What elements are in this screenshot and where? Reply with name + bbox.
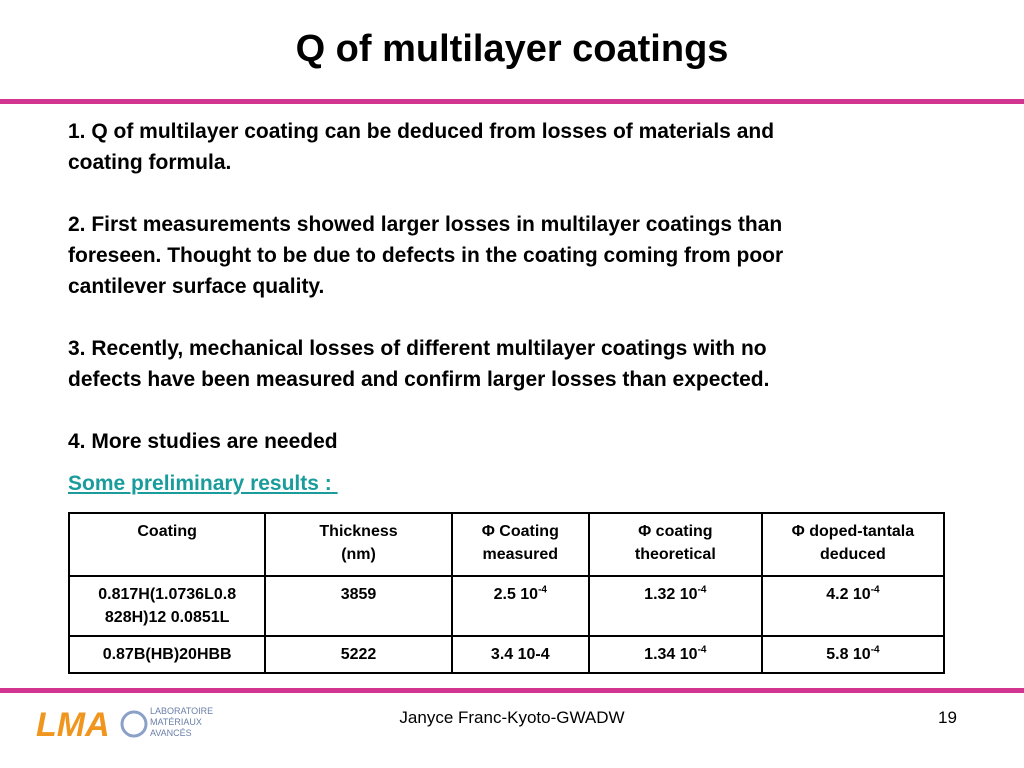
table-cell: 2.5 10-4 [450,575,590,637]
header-cell: Φ doped-tantala deduced [760,512,946,577]
title: Q of multilayer coatings [295,28,729,70]
table-cell: 1.32 10-4 [587,575,763,637]
cell-text: 0.87B(HB)20HBB [102,646,232,663]
cell-text: 2.5 10 [493,586,539,603]
paragraph: 2. First measurements showed larger loss… [68,209,783,302]
table-cell: 3.4 10-4 [450,635,590,674]
cell-line: Thickness [270,520,446,543]
table-row: 0.817H(1.0736L0.8 828H)12 0.0851L 3859 2.5 … [67,575,946,637]
cell-line: 5222 [270,643,446,666]
header-row: Coating Thickness (nm) Φ Coating measured Φ c… [67,512,946,577]
paragraph: 3. Recently, mechanical losses of differ… [68,333,783,395]
cell-line: Φ doped-tantala [767,520,939,543]
cell-exponent: -4 [870,644,880,656]
cell-text: 1.34 10 [644,646,698,663]
cell-line: 4.2 10-4 [767,583,939,606]
paragraph-line: 3. Recently, mechanical losses of differ… [68,337,767,360]
logo-mark: LMA [36,706,110,744]
paragraph-line: foreseen. Thought to be due to defects i… [68,244,784,267]
cell-text: Φ Coating [481,523,559,540]
paragraph-line: defects have been measured and confirm l… [68,368,770,391]
cell-line: 2.5 10-4 [457,583,584,606]
cell-line: measured [457,543,584,566]
cell-exponent: -4 [538,584,547,596]
header-cell: Φ Coating measured [450,512,590,577]
table-row: 0.87B(HB)20HBB 5222 3.4 10-4 1.34 10-4 5.8 1… [67,635,946,674]
paragraph-line: 4. More studies are needed [68,430,338,453]
cell-line: 1.34 10-4 [594,643,757,666]
logo-text: AVANCÉS [150,728,192,738]
table-cell: 4.2 10-4 [760,575,946,637]
cell-text: 0.817H(1.0736L0.8 [98,586,237,603]
cell-line: 828H)12 0.0851L [74,606,260,629]
table-cell: 1.34 10-4 [587,635,763,674]
table-cell: 0.817H(1.0736L0.8 828H)12 0.0851L [67,575,267,637]
table-cell: 5222 [264,635,453,674]
cell-text: deduced [820,546,886,563]
cell-line: Φ coating [594,520,757,543]
paragraph-line: cantilever surface quality. [68,275,325,298]
cell-line: 0.87B(HB)20HBB [74,643,260,666]
cell-line: Φ Coating [457,520,584,543]
table-cell: 0.87B(HB)20HBB [67,635,267,674]
cell-text: Φ coating [638,523,713,540]
body: 1. Q of multilayer coating can be deduce… [68,116,783,488]
cell-line: 5.8 10-4 [767,643,939,666]
top-rule [0,99,1024,104]
cell-text: 5222 [340,646,377,663]
table-cell: 3859 [264,575,453,637]
cell-line: 3.4 10-4 [457,643,584,666]
paragraph-line: 2. First measurements showed larger loss… [68,213,783,236]
link[interactable]: Some preliminary results : [68,472,338,495]
table-cell: 5.8 10-4 [760,635,946,674]
cell-line: (nm) [270,543,446,566]
paragraph-line: 1. Q of multilayer coating can be deduce… [68,120,775,143]
bottom-rule [0,688,1024,693]
cell-line: 0.817H(1.0736L0.8 [74,583,260,606]
logo-ring [120,710,148,738]
page-number: 19 [938,708,957,727]
logo-text: MATÉRIAUX [150,717,202,727]
cell-exponent: -4 [870,584,880,596]
results-table: Coating Thickness (nm) Φ Coating measured Φ c… [67,512,946,674]
header-cell: Coating [67,512,267,577]
cell-text: measured [482,546,559,563]
header-cell: Φ coating theoretical [587,512,763,577]
logo-text: LABORATOIRE [150,706,213,716]
cell-text: 828H)12 0.0851L [104,609,230,626]
paragraph-line: coating formula. [68,151,232,174]
cell-line: 1.32 10-4 [594,583,757,606]
cell-text: 3859 [340,586,377,603]
cell-text: Coating [137,523,197,540]
cell-line: 3859 [270,583,446,606]
cell-exponent: -4 [697,584,707,596]
cell-text: Thickness [319,523,398,540]
cell-line: Coating [74,520,260,543]
cell-line: theoretical [594,543,757,566]
cell-line: deduced [767,543,939,566]
paragraph: 4. More studies are needed [68,426,783,457]
header-cell: Thickness (nm) [264,512,453,577]
paragraph: 1. Q of multilayer coating can be deduce… [68,116,783,178]
cell-text: 4.2 10 [826,586,871,603]
cell-text: (nm) [341,546,376,563]
cell-text: 1.32 10 [644,586,698,603]
cell-text: Φ doped-tantala [791,523,915,540]
cell-text: 3.4 10-4 [490,646,550,663]
cell-text: theoretical [634,546,716,563]
cell-text: 5.8 10 [826,646,871,663]
cell-exponent: -4 [697,644,707,656]
footer-author: Janyce Franc-Kyoto-GWADW [399,708,625,727]
